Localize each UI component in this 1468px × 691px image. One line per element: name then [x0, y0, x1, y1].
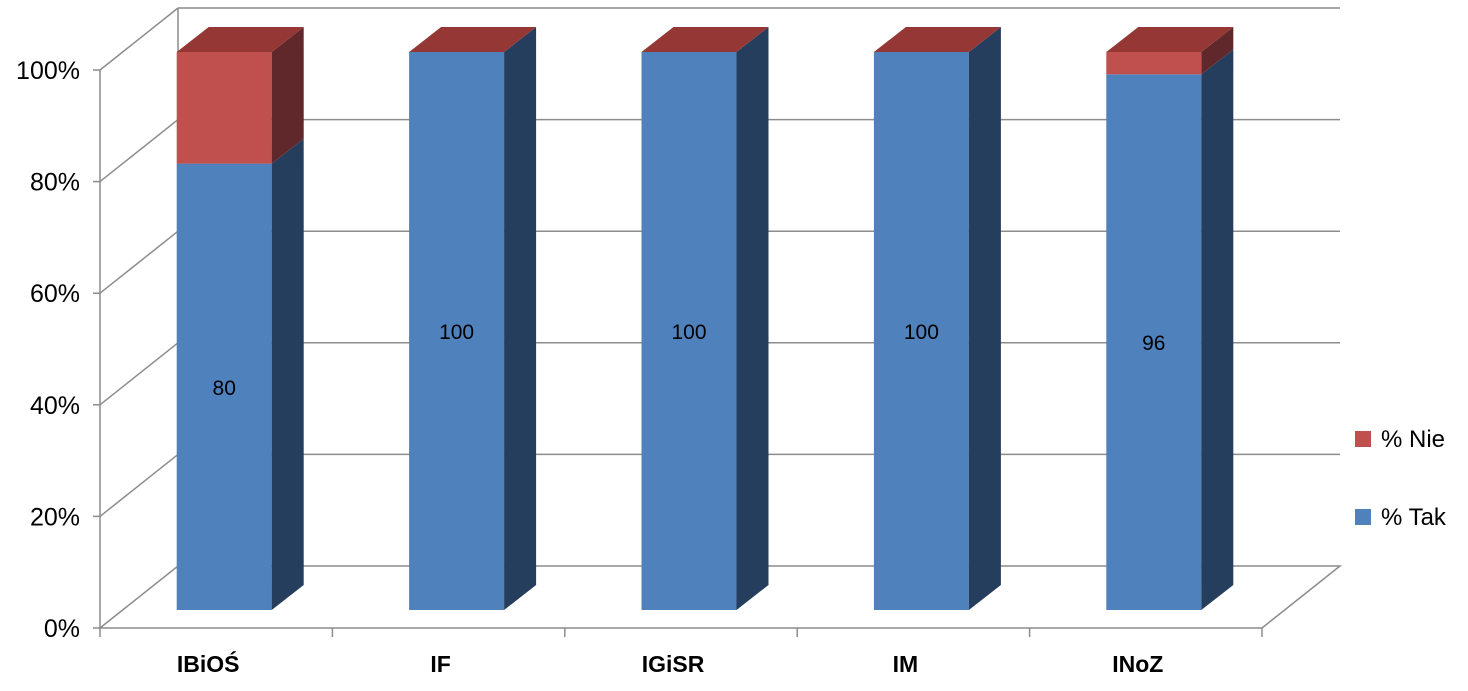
y-tick-label: 100% — [16, 57, 80, 85]
data-label: 96 — [1142, 332, 1165, 355]
x-tick-label: IBiOŚ — [177, 650, 240, 677]
bar-top — [873, 27, 1001, 52]
data-label: 100 — [439, 321, 474, 344]
legend-label: % Nie — [1381, 426, 1445, 453]
bar-side-tak — [736, 27, 769, 610]
bar-tak — [641, 52, 737, 610]
gridline-side — [99, 453, 179, 517]
y-tick-label: 0% — [44, 615, 80, 643]
bar-top — [1106, 27, 1234, 52]
bar-side-tak — [271, 138, 304, 610]
bar-side-tak — [504, 27, 537, 610]
y-tick-label: 20% — [30, 503, 80, 531]
x-tick-label: IM — [893, 651, 919, 677]
bar-top — [641, 27, 769, 52]
bar-tak — [873, 52, 969, 610]
bar-tak — [176, 163, 272, 610]
bar-tak — [1106, 74, 1202, 610]
data-label: 100 — [671, 321, 706, 344]
bar-nie — [1106, 52, 1202, 75]
bar-top — [409, 27, 537, 52]
y-tick-label: 80% — [30, 169, 80, 197]
bar-side-nie — [271, 27, 304, 164]
x-tick-label: IF — [430, 651, 450, 677]
legend-label: % Tak — [1381, 504, 1447, 531]
legend-swatch — [1355, 509, 1371, 525]
legend-swatch — [1355, 431, 1371, 447]
y-tick-label: 40% — [30, 392, 80, 420]
x-tick-label: INoZ — [1112, 651, 1163, 677]
gridline-side — [99, 342, 179, 406]
data-label: 80 — [213, 377, 236, 400]
gridline-side — [99, 230, 179, 294]
data-label: 100 — [904, 321, 939, 344]
bar-nie — [176, 52, 272, 164]
x-tick-label: IGiSR — [642, 651, 705, 677]
bar-side-tak — [1201, 49, 1234, 610]
bar-side-nie — [1201, 27, 1234, 75]
y-tick-label: 60% — [30, 280, 80, 308]
bar-top — [176, 27, 304, 52]
gridline-side — [99, 7, 179, 71]
bar-tak — [409, 52, 505, 610]
gridline-side — [99, 119, 179, 183]
bar-side-tak — [968, 27, 1001, 610]
